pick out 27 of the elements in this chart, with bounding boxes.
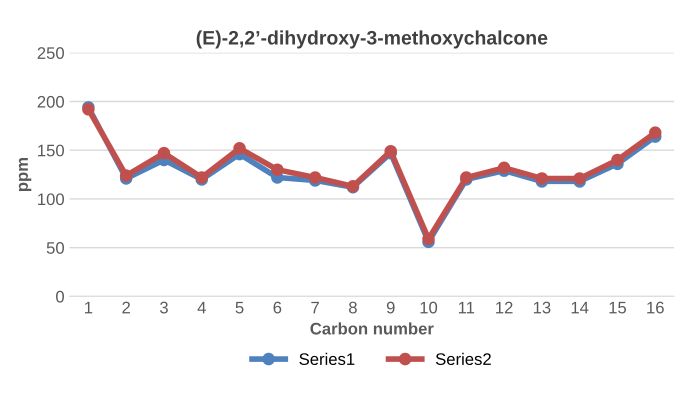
x-tick-label: 13 [534, 302, 550, 314]
y-axis-title: ppm [18, 158, 32, 192]
chart-title: (E)-2,2’-dihydroxy-3-methoxychalcone [196, 30, 548, 48]
x-tick-label: 16 [647, 302, 664, 314]
legend-label: Series2 [436, 352, 491, 366]
x-tick-label: 3 [160, 302, 168, 314]
legend-label: Series1 [299, 352, 354, 366]
x-tick-label: 2 [122, 302, 130, 314]
x-tick-label: 6 [274, 302, 282, 314]
y-tick-label: 150 [38, 144, 64, 156]
x-tick-label: 14 [572, 302, 588, 314]
x-tick-label: 9 [386, 302, 395, 314]
y-tick-label: 250 [38, 47, 64, 59]
x-tick-label: 10 [420, 302, 438, 314]
x-tick-label: 7 [311, 302, 319, 314]
y-tick-label: 50 [46, 242, 64, 254]
x-tick-label: 12 [496, 302, 513, 314]
x-tick-label: 11 [458, 302, 474, 314]
y-tick-label: 200 [38, 96, 64, 108]
x-axis-title: Carbon number [310, 322, 434, 335]
x-tick-label: 15 [609, 302, 626, 314]
x-tick-label: 5 [236, 302, 244, 314]
y-tick-label: 0 [56, 290, 64, 303]
y-tick-label: 100 [38, 193, 64, 206]
x-tick-label: 4 [198, 302, 206, 314]
x-tick-label: 1 [85, 302, 92, 314]
x-tick-label: 8 [349, 302, 357, 314]
